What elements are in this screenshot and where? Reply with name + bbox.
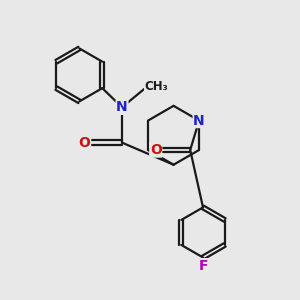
Text: O: O: [79, 136, 91, 150]
Text: F: F: [198, 259, 208, 273]
Text: N: N: [116, 100, 128, 114]
Text: O: O: [150, 143, 162, 157]
Text: N: N: [193, 114, 205, 128]
Text: CH₃: CH₃: [145, 80, 168, 93]
